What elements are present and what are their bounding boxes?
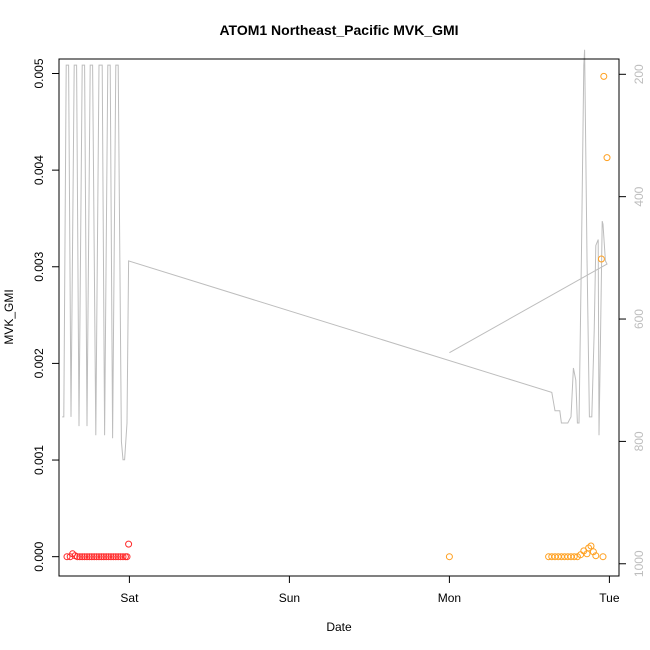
x-axis-label: Date <box>326 620 352 634</box>
y-tick-label: 0.004 <box>32 155 46 185</box>
x-tick-label: Mon <box>438 591 461 605</box>
data-point <box>114 553 122 561</box>
data-points <box>63 72 611 561</box>
y-tick-label: 0.002 <box>32 348 46 378</box>
y-axis-label: MVK_GMI <box>2 289 16 344</box>
data-point <box>105 553 113 561</box>
data-point <box>93 553 101 561</box>
data-point <box>97 553 105 561</box>
data-point <box>73 553 81 561</box>
data-point <box>63 553 71 561</box>
data-point <box>570 553 578 561</box>
y-right-tick-label: 800 <box>632 431 646 451</box>
y-tick-label: 0.005 <box>32 58 46 88</box>
data-point <box>100 553 108 561</box>
data-point <box>83 553 91 561</box>
data-point <box>587 542 595 550</box>
data-point <box>119 553 127 561</box>
chart-title: ATOM1 Northeast_Pacific MVK_GMI <box>219 22 458 38</box>
data-point <box>599 553 607 561</box>
data-point <box>85 553 93 561</box>
profile-line <box>62 49 608 461</box>
data-point <box>90 553 98 561</box>
y-right-tick-label: 600 <box>632 309 646 329</box>
data-point <box>603 154 611 162</box>
data-point <box>112 553 120 561</box>
y-right-tick-label: 1000 <box>632 550 646 577</box>
data-point <box>445 553 453 561</box>
y-axis: 0.000 0.001 0.002 0.003 0.004 0.005 <box>32 58 60 572</box>
y-tick-label: 0.003 <box>32 251 46 281</box>
data-point <box>123 553 131 561</box>
data-point <box>592 552 600 560</box>
x-axis: Sat Sun Mon Tue <box>120 575 620 605</box>
data-point <box>107 553 115 561</box>
data-point <box>102 553 110 561</box>
data-point <box>88 553 96 561</box>
x-tick-label: Sun <box>279 591 300 605</box>
y-axis-right: 200 400 600 800 1000 <box>618 64 646 577</box>
y-right-tick-label: 400 <box>632 186 646 206</box>
y-tick-label: 0.000 <box>32 541 46 571</box>
data-point <box>125 540 133 548</box>
data-point <box>76 553 84 561</box>
data-point <box>81 553 89 561</box>
data-point <box>78 553 86 561</box>
x-tick-label: Tue <box>599 591 620 605</box>
data-point <box>597 255 605 263</box>
x-tick-label: Sat <box>120 591 139 605</box>
data-point <box>600 72 608 80</box>
y-tick-label: 0.001 <box>32 445 46 475</box>
y-right-tick-label: 200 <box>632 64 646 84</box>
data-point <box>109 553 117 561</box>
data-point <box>95 553 103 561</box>
